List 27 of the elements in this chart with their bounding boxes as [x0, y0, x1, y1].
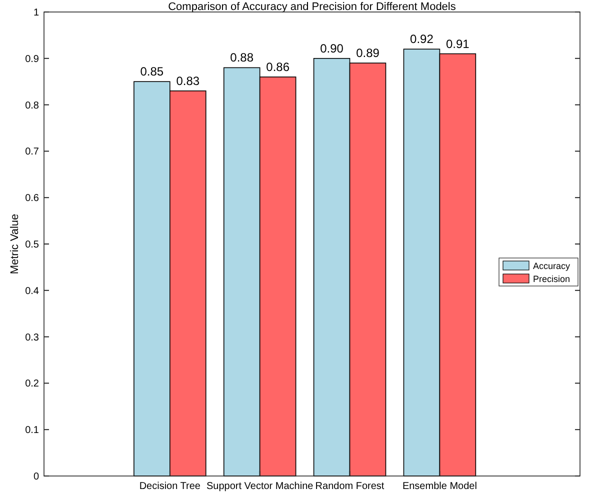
- chart-title: Comparison of Accuracy and Precision for Different Models: [168, 1, 456, 13]
- y-axis-title: Metric Value: [9, 214, 21, 274]
- data-label: 0.92: [410, 32, 434, 46]
- data-label: 0.86: [266, 60, 290, 74]
- y-tick-label: 0.8: [25, 100, 40, 112]
- legend-label: Precision: [533, 274, 570, 284]
- legend-label: Accuracy: [533, 261, 571, 272]
- x-tick-label: Random Forest: [315, 481, 384, 492]
- y-tick-label: 1: [33, 8, 40, 18]
- x-tick-label: Support Vector Machine: [206, 481, 314, 492]
- data-label: 0.91: [446, 36, 470, 51]
- data-label: 0.85: [140, 64, 164, 79]
- data-label: 0.90: [320, 41, 344, 56]
- y-tick-label: 0.6: [25, 193, 40, 204]
- y-tick-label: 0.3: [25, 332, 40, 344]
- y-tick-label: 0.2: [25, 378, 40, 390]
- y-tick-label: 0: [33, 472, 40, 482]
- data-label: 0.88: [230, 50, 254, 65]
- data-label: 0.83: [176, 74, 200, 88]
- x-tick-label: Ensemble Model: [402, 481, 477, 492]
- y-tick-label: 0.1: [25, 425, 40, 436]
- x-tick-label: Decision Tree: [139, 481, 201, 492]
- y-tick-label: 0.7: [25, 146, 40, 158]
- y-tick-label: 0.9: [25, 54, 40, 65]
- y-tick-label: 0.4: [25, 286, 40, 297]
- y-tick-label: 0.5: [25, 240, 40, 250]
- data-label: 0.89: [356, 46, 380, 60]
